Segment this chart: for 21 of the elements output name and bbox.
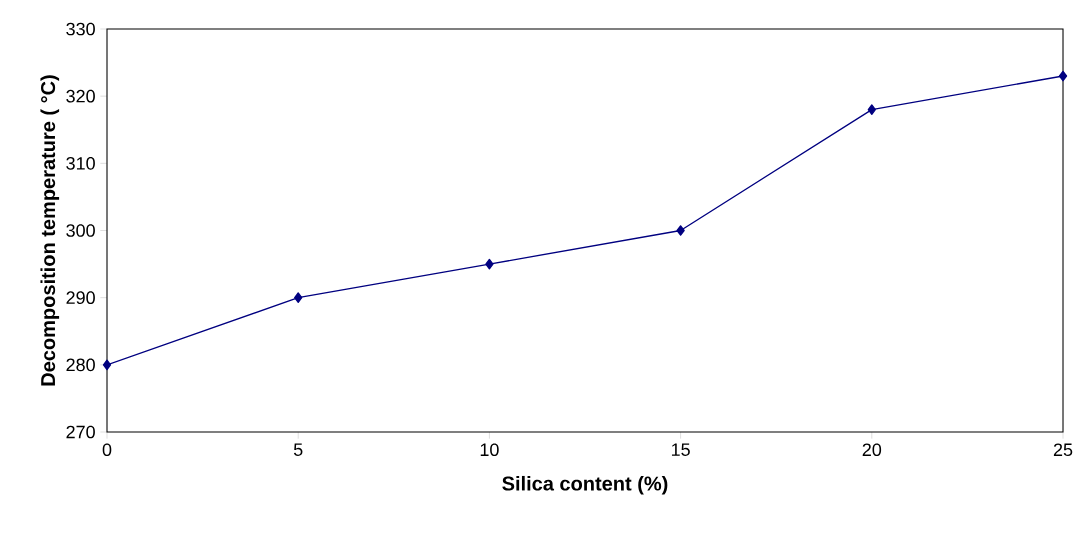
y-tick-label: 270	[66, 425, 95, 439]
y-tick-label: 310	[66, 156, 95, 170]
x-tick-label: 15	[671, 443, 690, 456]
point	[676, 225, 685, 236]
y-axis-title: Decomposition temperature ( °C)	[40, 75, 60, 386]
x-tick-label: 25	[1053, 443, 1073, 457]
x-tick-label: 0	[102, 443, 112, 457]
y-tick-label: 300	[66, 224, 95, 237]
point	[102, 359, 112, 371]
point	[1058, 70, 1068, 82]
y-tick-label: 330	[66, 22, 95, 36]
x-axis-title: Silica content (%)	[502, 475, 668, 495]
point	[485, 258, 494, 270]
y-tick-label: 280	[66, 358, 95, 372]
x-tick-label: 10	[480, 443, 499, 457]
y-tick-label: 290	[66, 291, 95, 305]
x-tick-label: 5	[293, 443, 303, 456]
point	[294, 292, 303, 304]
point	[867, 104, 876, 115]
y-tick-label: 320	[66, 89, 95, 103]
x-tick-label: 20	[862, 443, 882, 457]
